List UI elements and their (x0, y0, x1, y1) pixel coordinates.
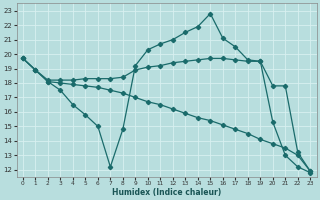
X-axis label: Humidex (Indice chaleur): Humidex (Indice chaleur) (112, 188, 221, 197)
